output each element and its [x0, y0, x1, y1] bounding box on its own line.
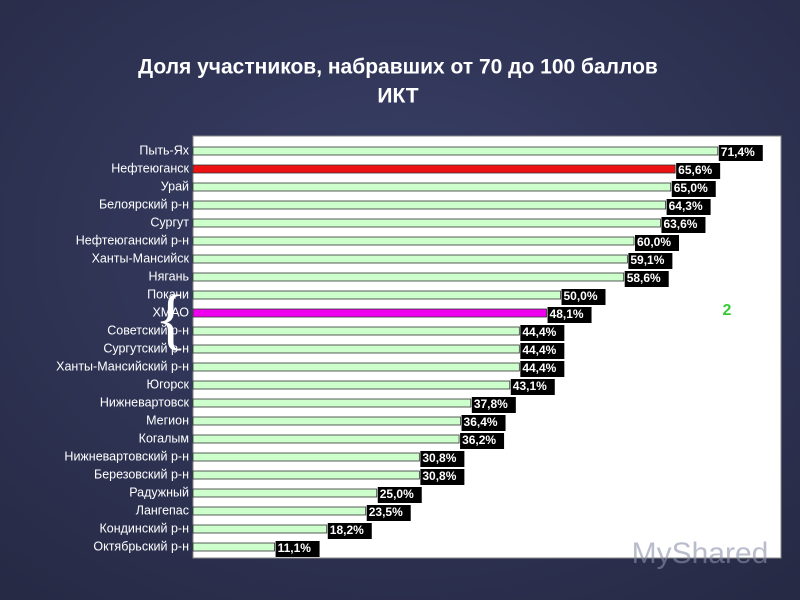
- value-label: 37,8%: [474, 397, 508, 411]
- value-label-box: [628, 253, 673, 269]
- y-tick-label: Урай: [161, 179, 189, 193]
- value-label: 65,6%: [678, 163, 712, 177]
- value-label-box: [275, 541, 320, 557]
- bar: [192, 308, 547, 318]
- y-tick-label: Пыть-Ях: [139, 143, 189, 157]
- value-label: 44,4%: [522, 343, 556, 357]
- bar: [192, 182, 672, 192]
- bar: [192, 218, 661, 228]
- y-tick-label: Советский р-н: [107, 323, 189, 337]
- y-tick-label: Сургутский р-н: [103, 341, 189, 355]
- value-label: 30,8%: [422, 451, 456, 465]
- y-tick-label: Березовский р-н: [94, 467, 189, 481]
- value-label-box: [520, 325, 565, 341]
- y-tick-label: ХМАО: [152, 305, 189, 319]
- value-label-box: [661, 217, 706, 233]
- value-label-box: [471, 397, 516, 413]
- value-label: 50,0%: [564, 289, 598, 303]
- y-tick-label: Нефтеюганск: [111, 161, 189, 175]
- y-tick-label: Радужный: [129, 485, 189, 499]
- bar: [192, 380, 511, 390]
- value-label-box: [671, 181, 716, 197]
- value-label: 58,6%: [627, 271, 661, 285]
- value-label-box: [561, 289, 606, 305]
- y-tick-label: Ханты-Мансийск: [92, 251, 190, 265]
- value-label: 63,6%: [663, 217, 697, 231]
- bar: [192, 236, 635, 246]
- bar: [192, 488, 378, 498]
- y-tick-label: Когалым: [139, 431, 189, 445]
- value-label-box: [327, 523, 372, 539]
- value-label-box: [666, 199, 711, 215]
- value-label: 48,1%: [550, 307, 584, 321]
- y-tick-label: Нижневартовский р-н: [64, 449, 189, 463]
- y-tick-label: Сургут: [150, 215, 189, 229]
- value-label-box: [420, 469, 465, 485]
- value-label-box: [377, 487, 422, 503]
- bar: [192, 470, 420, 480]
- y-tick-label: Белоярский р-н: [99, 197, 189, 211]
- y-tick-label: Югорск: [146, 377, 189, 391]
- value-label-box: [718, 145, 763, 161]
- y-tick-label: Лангепас: [136, 503, 189, 517]
- y-tick-label: Кондинский р-н: [100, 521, 190, 535]
- annotation: 2: [723, 302, 732, 319]
- y-tick-label: Мегион: [146, 413, 189, 427]
- value-label: 59,1%: [630, 253, 664, 267]
- bar: [192, 146, 719, 156]
- value-label-box: [547, 307, 592, 323]
- value-label-box: [624, 271, 669, 287]
- chart-subtitle: ИКТ: [377, 85, 418, 108]
- value-label: 36,2%: [462, 433, 496, 447]
- bar: [192, 416, 461, 426]
- watermark: MyShared: [632, 537, 769, 570]
- bar: [192, 524, 328, 534]
- value-label-box: [366, 505, 411, 521]
- bar: [192, 452, 420, 462]
- value-label: 43,1%: [513, 379, 547, 393]
- value-label: 60,0%: [637, 235, 671, 249]
- value-label: 44,4%: [522, 325, 556, 339]
- bar: [192, 542, 275, 552]
- bar: [192, 362, 520, 372]
- bar: [192, 254, 628, 264]
- value-label: 23,5%: [369, 505, 403, 519]
- bar: [192, 272, 625, 282]
- bar: [192, 506, 367, 516]
- value-label: 36,4%: [464, 415, 498, 429]
- value-label-box: [520, 361, 565, 377]
- bar: [192, 200, 667, 210]
- y-tick-label: Нефтеюганский р-н: [76, 233, 189, 247]
- y-tick-label: Нижневартовск: [100, 395, 190, 409]
- value-label: 30,8%: [422, 469, 456, 483]
- value-label: 64,3%: [669, 199, 703, 213]
- value-label: 44,4%: [522, 361, 556, 375]
- value-label: 65,0%: [674, 181, 708, 195]
- value-label-box: [676, 163, 721, 179]
- y-tick-label: Ханты-Мансийский р-н: [56, 359, 189, 373]
- value-label-box: [635, 235, 679, 251]
- bar: [192, 164, 676, 174]
- brace: {: [155, 281, 188, 357]
- y-tick-label: Октябрьский р-н: [93, 539, 189, 553]
- value-label: 11,1%: [278, 541, 312, 555]
- value-label-box: [460, 433, 505, 449]
- bar: [192, 326, 520, 336]
- chart-title: Доля участников, набравших от 70 до 100 …: [138, 56, 658, 79]
- value-label: 18,2%: [330, 523, 364, 537]
- y-tick-label: Покачи: [147, 287, 189, 301]
- value-label: 25,0%: [380, 487, 414, 501]
- value-label: 71,4%: [721, 145, 755, 159]
- value-label-box: [510, 379, 555, 395]
- bar: [192, 290, 561, 300]
- value-label-box: [520, 343, 565, 359]
- bar: [192, 398, 472, 408]
- value-label-box: [420, 451, 465, 467]
- value-label-box: [461, 415, 506, 431]
- bar: [192, 434, 460, 444]
- y-tick-label: Нягань: [149, 269, 189, 283]
- bar: [192, 344, 520, 354]
